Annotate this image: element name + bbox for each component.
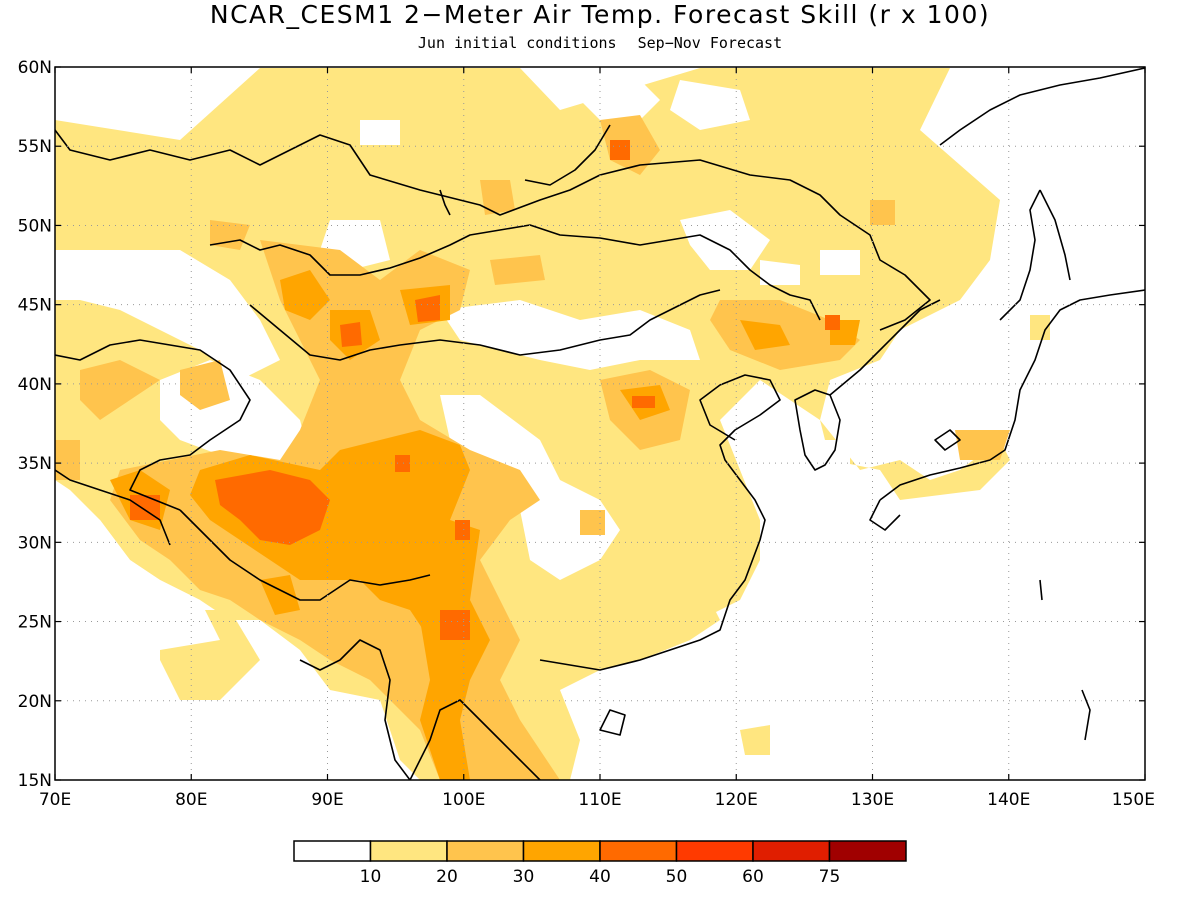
lat-tick-label: 25N [18, 613, 52, 633]
colorbar-label: 40 [589, 867, 611, 887]
colorbar-swatch [599, 840, 678, 862]
colorbar-label: 75 [819, 867, 841, 887]
colorbar-swatch [522, 840, 601, 862]
coastlines-and-borders [55, 67, 1145, 780]
graticule [55, 67, 1145, 780]
colorbar-swatch [752, 840, 831, 862]
colorbar-swatch [828, 840, 907, 862]
colorbar-label: 50 [666, 867, 688, 887]
lon-tick-label: 90E [311, 790, 343, 810]
lon-tick-label: 130E [851, 790, 894, 810]
lat-tick-label: 20N [18, 692, 52, 712]
lat-tick-label: 35N [18, 454, 52, 474]
colorbar-label: 20 [436, 867, 458, 887]
longitude-axis: 70E 80E 90E 100E 110E 120E 130E 140E 150E [39, 67, 1155, 810]
colorbar-label: 60 [742, 867, 764, 887]
colorbar-swatch [369, 840, 448, 862]
lon-tick-label: 70E [39, 790, 71, 810]
colorbar-label: 10 [360, 867, 382, 887]
lat-tick-label: 55N [18, 137, 52, 157]
lon-tick-label: 120E [715, 790, 758, 810]
colorbar-label: 30 [513, 867, 535, 887]
lat-tick-label: 15N [18, 771, 52, 791]
latitude-axis: 15N 20N 25N 30N 35N 40N 45N 50N 55N 60N [18, 58, 1145, 791]
lon-tick-label: 80E [175, 790, 207, 810]
colorbar-swatch [293, 840, 372, 862]
lat-tick-label: 50N [18, 216, 52, 236]
lat-tick-label: 40N [18, 375, 52, 395]
colorbar-swatch [446, 840, 525, 862]
map-title: NCAR_CESM1 2−Meter Air Temp. Forecast Sk… [209, 0, 991, 29]
lon-tick-label: 140E [987, 790, 1030, 810]
lon-tick-label: 150E [1112, 790, 1155, 810]
colorbar-swatch [675, 840, 754, 862]
lat-tick-label: 60N [18, 58, 52, 78]
lon-tick-label: 110E [578, 790, 621, 810]
colorbar: 10 20 30 40 50 60 75 [293, 840, 907, 887]
lat-tick-label: 30N [18, 533, 52, 553]
map-subtitle: Jun initial conditions Sep−Nov Forecast [0, 33, 1200, 53]
init-conditions-label: Jun initial conditions [417, 34, 617, 52]
skill-shading [55, 68, 1050, 780]
lat-tick-label: 45N [18, 296, 52, 316]
forecast-period-label: Sep−Nov Forecast [637, 34, 783, 52]
lon-tick-label: 100E [442, 790, 485, 810]
